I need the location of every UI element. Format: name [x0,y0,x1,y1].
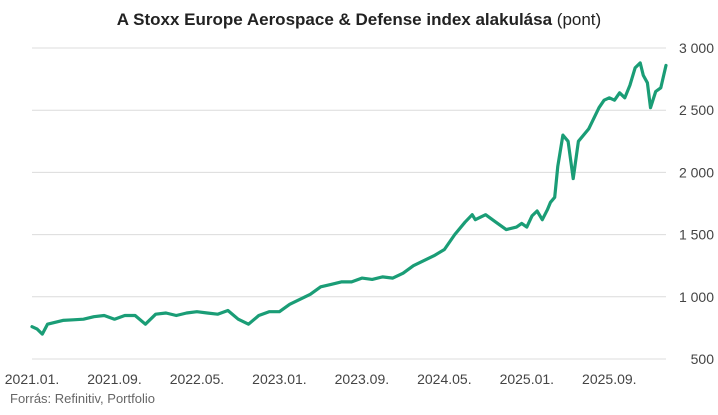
series-layer [30,61,668,336]
x-tick-label: 2025.09. [582,371,637,387]
chart-title-main: A Stoxx Europe Aerospace & Defense index… [116,10,553,29]
x-tick-label: 2025.01. [500,371,555,387]
y-tick-label: 2 000 [679,164,714,180]
y-tick-label: 1 500 [679,227,714,243]
y-axis-labels: 500 1 000 1 500 2 000 2 500 3 000 [679,40,714,367]
x-tick-label: 2024.05. [417,371,472,387]
gridlines [32,47,666,360]
x-tick-label: 2022.05. [170,371,225,387]
x-tick-label: 2023.09. [335,371,390,387]
y-tick-label: 2 500 [679,102,714,118]
chart-title: A Stoxx Europe Aerospace & Defense index… [0,10,718,30]
x-tick-label: 2021.01. [5,371,60,387]
y-tick-label: 500 [691,351,715,367]
chart-title-unit: (pont) [556,10,602,29]
x-tick-label: 2021.09. [87,371,142,387]
series-line [30,61,668,336]
x-axis-labels: 2021.01. 2021.09. 2022.05. 2023.01. 2023.09.… [5,371,637,387]
y-tick-label: 1 000 [679,289,714,305]
y-tick-label: 3 000 [679,40,714,56]
source-note: Forrás: Refinitiv, Portfolio [10,391,155,406]
x-tick-label: 2023.01. [252,371,307,387]
